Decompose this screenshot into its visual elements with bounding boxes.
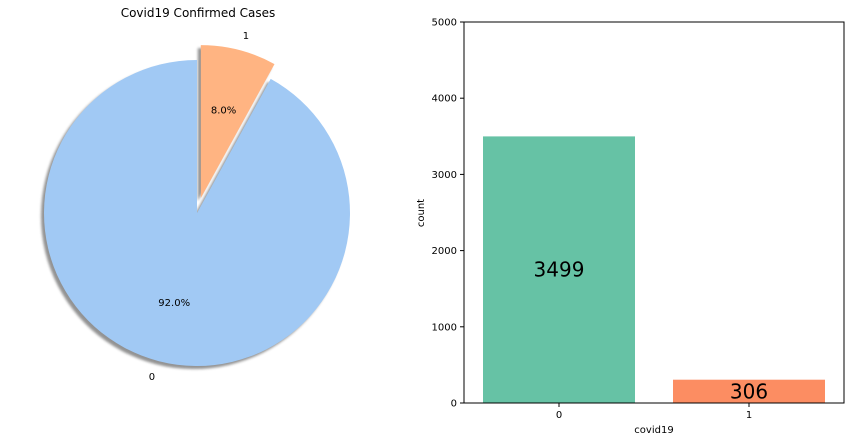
y-tick-label: 1000 xyxy=(432,322,457,333)
x-tick-label: 1 xyxy=(746,410,752,421)
pie-category-label: 1 xyxy=(243,31,249,42)
y-axis: 0 1000 2000 3000 4000 5000 xyxy=(432,18,464,410)
y-tick-label: 5000 xyxy=(432,18,457,29)
y-tick-label: 0 xyxy=(451,399,457,410)
y-axis-label: count xyxy=(416,199,427,227)
pie-percent-label: 92.0% xyxy=(158,298,190,309)
pie-title: Covid19 Confirmed Cases xyxy=(121,6,276,20)
y-tick-label: 2000 xyxy=(432,246,457,257)
bar-value-labels: 3499 306 xyxy=(534,258,769,404)
pie-slices xyxy=(43,45,350,366)
pie-category-label: 0 xyxy=(149,372,155,383)
y-tick-label: 3000 xyxy=(432,170,457,181)
bar-value-label: 3499 xyxy=(534,258,585,282)
x-tick-label: 0 xyxy=(556,410,562,421)
pie-labels: 0 92.0% 1 8.0% xyxy=(149,31,249,383)
pie-slice-0 xyxy=(43,60,350,366)
pie-chart: Covid19 Confirmed Cases 0 92.0% 1 8.0% xyxy=(40,6,350,383)
pie-slice-1 xyxy=(200,45,275,199)
plot-frame xyxy=(463,21,845,404)
x-axis-label: covid19 xyxy=(634,425,673,436)
bar-bars xyxy=(483,136,825,403)
bar-1 xyxy=(673,379,825,403)
pie-percent-label: 8.0% xyxy=(211,105,236,116)
bar-0 xyxy=(483,136,635,403)
bar-value-label: 306 xyxy=(730,379,768,403)
y-tick-label: 4000 xyxy=(432,94,457,105)
